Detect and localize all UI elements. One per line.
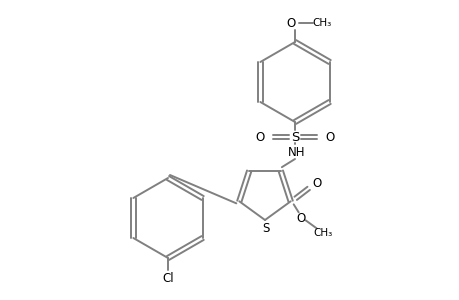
Text: NH: NH <box>288 146 305 158</box>
Text: S: S <box>262 223 269 236</box>
Text: O: O <box>255 130 264 143</box>
Text: CH₃: CH₃ <box>313 228 331 238</box>
Text: O: O <box>311 177 320 190</box>
Text: CH₃: CH₃ <box>312 18 331 28</box>
Text: Cl: Cl <box>162 272 174 284</box>
Text: O: O <box>325 130 334 143</box>
Text: S: S <box>290 130 298 143</box>
Text: O: O <box>296 212 305 225</box>
Text: O: O <box>286 16 295 29</box>
